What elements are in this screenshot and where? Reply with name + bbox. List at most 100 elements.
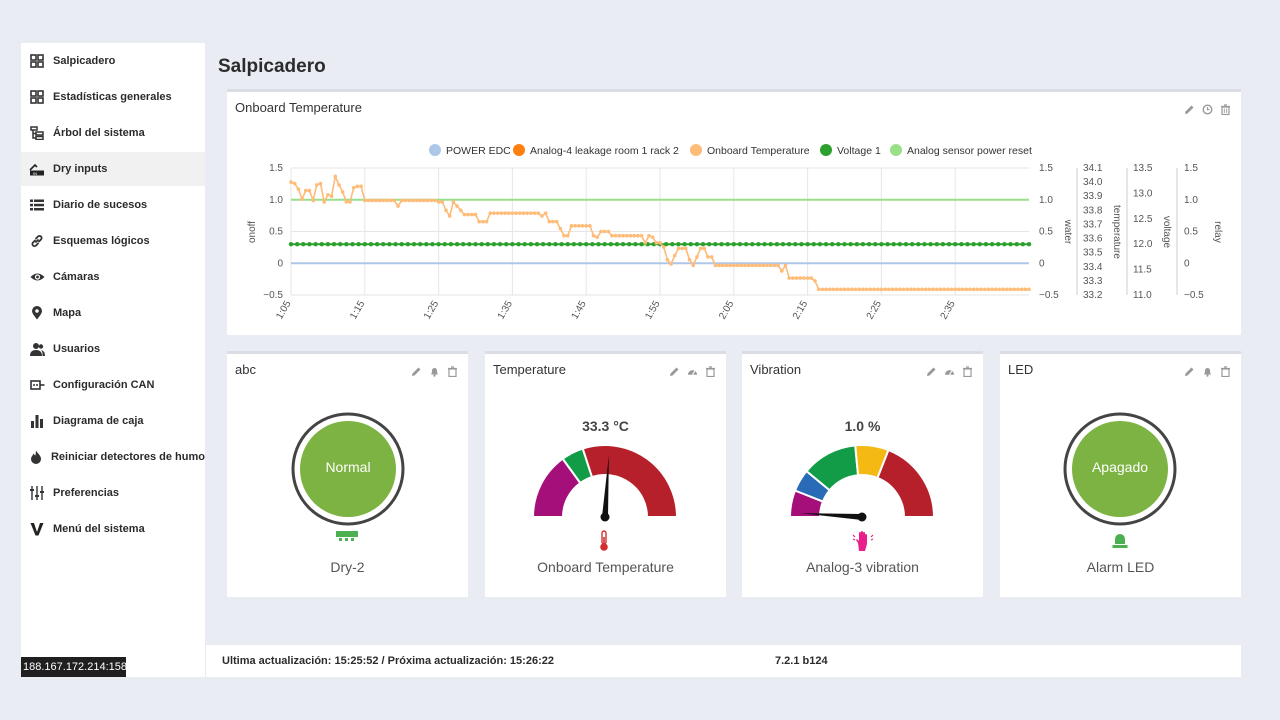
series-point-voltage-1: [461, 242, 466, 247]
sidebar-item-menu-sistema[interactable]: Menú del sistema: [21, 512, 205, 546]
pencil-icon[interactable]: [926, 366, 937, 377]
bell-icon[interactable]: [429, 366, 440, 377]
series-point-voltage-1: [676, 242, 681, 247]
series-point-onboard-temperature: [824, 287, 828, 292]
series-point-voltage-1: [817, 242, 823, 247]
series-point-voltage-1: [854, 242, 859, 247]
series-point-onboard-temperature: [676, 246, 681, 251]
sidebar-item-estadisticas[interactable]: Estadísticas generales: [21, 80, 205, 114]
trash-icon[interactable]: [1220, 104, 1231, 115]
series-point-onboard-temperature: [654, 240, 659, 245]
series-point-onboard-temperature: [997, 287, 1002, 292]
series-point-voltage-1: [1020, 242, 1026, 247]
series-point-onboard-temperature: [414, 198, 419, 203]
series-point-voltage-1: [393, 242, 398, 247]
sidebar-item-preferencias[interactable]: Preferencias: [21, 476, 205, 510]
series-point-onboard-temperature: [333, 174, 338, 179]
v-logo-icon: [29, 521, 45, 537]
series-point-onboard-temperature: [706, 255, 710, 259]
trash-icon[interactable]: [1220, 366, 1231, 377]
series-point-onboard-temperature: [425, 198, 430, 203]
series-point-onboard-temperature: [470, 212, 474, 217]
series-point-onboard-temperature: [912, 287, 917, 292]
sidebar-item-camaras[interactable]: Cámaras: [21, 260, 205, 294]
series-point-onboard-temperature: [399, 198, 404, 203]
sidebar-item-usuarios[interactable]: Usuarios: [21, 332, 205, 366]
alarm-lamp-icon: [1111, 531, 1129, 554]
series-point-onboard-temperature: [610, 233, 614, 238]
gauge-icon[interactable]: [687, 366, 698, 377]
sidebar-item-mapa[interactable]: Mapa: [21, 296, 205, 330]
sidebar-item-reiniciar[interactable]: Reiniciar detectores de humo: [21, 440, 205, 474]
sidebar-item-dry-inputs[interactable]: IN Dry inputs: [21, 152, 205, 186]
widget-title: Temperature: [493, 362, 566, 377]
trash-icon[interactable]: [447, 366, 458, 377]
series-point-voltage-1: [799, 242, 804, 247]
series-point-voltage-1: [903, 242, 909, 247]
series-point-onboard-temperature: [927, 287, 932, 292]
series-point-onboard-temperature: [388, 198, 393, 203]
sidebar-item-arbol[interactable]: Árbol del sistema: [21, 116, 205, 150]
series-point-voltage-1: [417, 242, 423, 247]
series-point-onboard-temperature: [606, 229, 611, 234]
pencil-icon[interactable]: [411, 366, 422, 377]
pencil-icon[interactable]: [1184, 104, 1195, 115]
series-point-onboard-temperature: [481, 219, 485, 224]
series-point-onboard-temperature: [617, 233, 622, 238]
y-tick-label-temperature: 33.4: [1083, 262, 1103, 273]
widget-vibration: Vibration 1.0 % Analog-3 vibration: [742, 351, 983, 597]
sidebar-item-diario[interactable]: Diario de sucesos: [21, 188, 205, 222]
series-point-voltage-1: [805, 242, 810, 247]
pencil-icon[interactable]: [669, 366, 680, 377]
y-tick-label-onoff: 0: [277, 258, 283, 269]
series-point-voltage-1: [620, 242, 626, 247]
series-point-onboard-temperature: [946, 287, 950, 292]
series-point-voltage-1: [823, 242, 829, 247]
trash-icon[interactable]: [705, 366, 716, 377]
series-point-onboard-temperature: [632, 233, 636, 238]
widget-footer-label: Onboard Temperature: [537, 559, 674, 575]
series-point-voltage-1: [368, 242, 374, 247]
series-point-onboard-temperature: [776, 263, 780, 268]
series-point-onboard-temperature: [444, 208, 448, 213]
series-point-voltage-1: [965, 242, 970, 247]
series-point-onboard-temperature: [410, 198, 415, 203]
y-tick-label-temperature: 33.5: [1083, 248, 1103, 259]
series-point-onboard-temperature: [462, 212, 467, 217]
series-point-onboard-temperature: [916, 287, 921, 292]
y-tick-label-water: 0: [1039, 258, 1045, 269]
series-point-voltage-1: [331, 242, 337, 247]
series-point-onboard-temperature: [307, 188, 312, 193]
trash-icon[interactable]: [962, 366, 973, 377]
series-point-onboard-temperature: [872, 287, 876, 292]
pencil-icon[interactable]: [1184, 366, 1195, 377]
series-point-onboard-temperature: [647, 233, 651, 238]
sidebar-item-esquemas[interactable]: Esquemas lógicos: [21, 224, 205, 258]
series-point-onboard-temperature: [536, 211, 541, 215]
status-indicator: [291, 412, 405, 526]
series-point-onboard-temperature: [934, 287, 939, 292]
sidebar-item-configuracion-can[interactable]: Configuración CAN: [21, 368, 205, 402]
bell-icon[interactable]: [1202, 366, 1213, 377]
sidebar-item-diagrama[interactable]: Diagrama de caja: [21, 404, 205, 438]
series-point-voltage-1: [633, 242, 638, 247]
series-point-onboard-temperature: [318, 181, 323, 186]
gauge-icon[interactable]: [944, 366, 955, 377]
series-point-onboard-temperature: [458, 208, 463, 213]
sidebar-item-salpicadero[interactable]: Salpicadero: [21, 44, 205, 78]
series-point-onboard-temperature: [348, 200, 352, 204]
clock-icon[interactable]: [1202, 104, 1213, 115]
series-point-onboard-temperature: [672, 253, 677, 258]
series-point-onboard-temperature: [702, 246, 707, 251]
y-tick-label-relay: 0.5: [1184, 227, 1198, 238]
series-point-onboard-temperature: [602, 229, 607, 234]
y-tick-label-temperature: 33.9: [1083, 191, 1103, 202]
series-point-onboard-temperature: [713, 263, 718, 268]
series-point-voltage-1: [399, 242, 404, 247]
series-point-onboard-temperature: [588, 224, 592, 228]
series-point-onboard-temperature: [787, 276, 791, 280]
series-point-onboard-temperature: [883, 287, 887, 292]
series-point-voltage-1: [528, 242, 534, 247]
series-point-onboard-temperature: [499, 211, 504, 215]
series-point-onboard-temperature: [315, 183, 319, 187]
